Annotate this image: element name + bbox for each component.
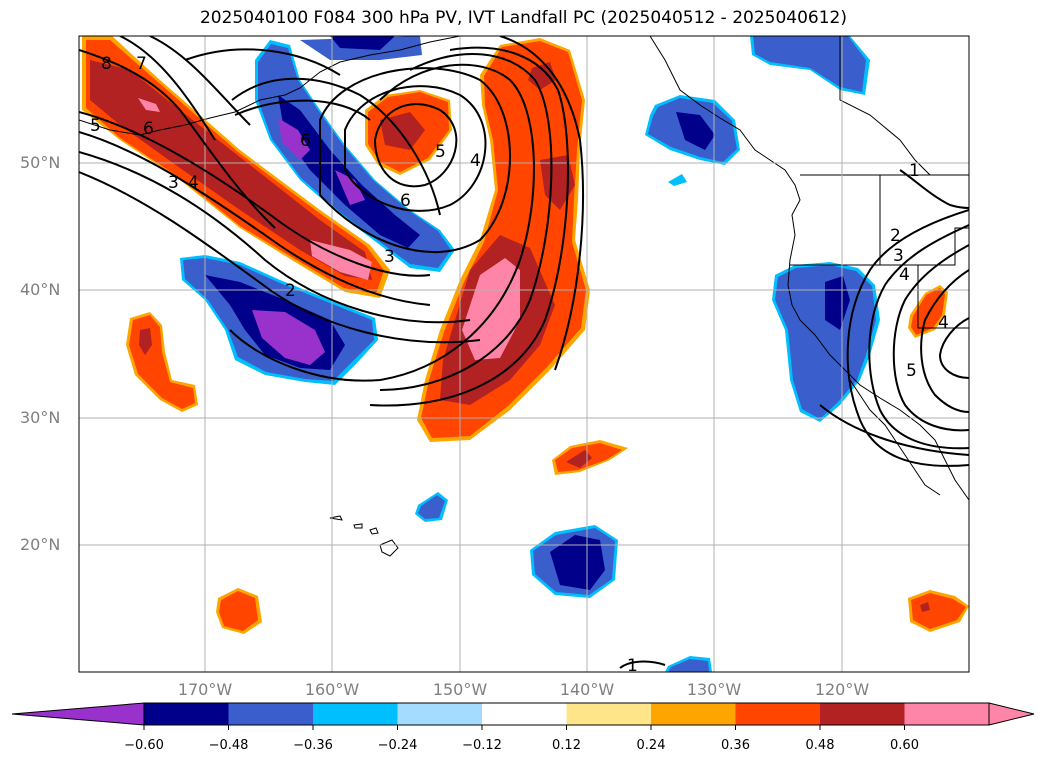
- colorbar-right-extension: [989, 703, 1034, 725]
- map-frame: [78, 35, 970, 673]
- colorbar-tick-label: −0.36: [293, 738, 333, 753]
- contour-label: 4: [188, 173, 199, 193]
- colorbar-tick-label: 0.60: [890, 738, 919, 753]
- contour-label: 5: [435, 142, 446, 162]
- colorbar-tick-label: 0.36: [721, 738, 750, 753]
- colorbar-tick-label: −0.60: [124, 738, 164, 753]
- contour-label: 2: [285, 281, 296, 301]
- lon-label-140w: 140°W: [559, 680, 615, 699]
- colorbar-bin: [820, 703, 905, 725]
- contour-label: 5: [906, 361, 917, 381]
- contour-label: 3: [893, 246, 904, 266]
- colorbar-bin: [735, 703, 820, 725]
- contour-label: 1: [909, 161, 920, 181]
- contour-label: 6: [400, 191, 411, 211]
- colorbar: [11, 702, 1035, 730]
- lat-label-40n: 40°N: [20, 280, 61, 299]
- colorbar-tick-label: 0.24: [636, 738, 666, 753]
- colorbar-tick-label: −0.12: [462, 738, 502, 753]
- colorbar-bin: [651, 703, 736, 725]
- colorbar-tick-label: 0.48: [805, 738, 835, 753]
- colorbar-bin: [482, 703, 567, 725]
- positive-anomaly-shading: [82, 36, 969, 634]
- contour-label: 4: [899, 265, 910, 285]
- contour-label: 3: [168, 173, 179, 193]
- colorbar-bin: [313, 703, 398, 725]
- colorbar-tick-label: −0.48: [208, 738, 249, 753]
- contour-label: 5: [90, 116, 101, 136]
- contour-label: 3: [384, 247, 395, 267]
- contour-label: 7: [136, 54, 147, 74]
- colorbar-bin: [228, 703, 313, 725]
- lon-label-130w: 130°W: [686, 680, 742, 699]
- contour-label: 6: [143, 119, 154, 139]
- lon-label-160w: 160°W: [304, 680, 360, 699]
- colorbar-bin: [397, 703, 482, 725]
- colorbar-tick-label: −0.24: [377, 738, 418, 753]
- map-title: 2025040100 F084 300 hPa PV, IVT Landfall…: [199, 8, 847, 28]
- contour-label: 4: [938, 313, 949, 333]
- lon-label-170w: 170°W: [177, 680, 233, 699]
- lat-label-20n: 20°N: [20, 535, 61, 554]
- contour-label: 1: [627, 656, 638, 676]
- lat-label-30n: 30°N: [20, 408, 61, 427]
- contour-label: 4: [470, 151, 481, 171]
- colorbar-bin: [144, 703, 229, 725]
- colorbar-tick-label: 0.12: [552, 738, 581, 753]
- contour-label: 8: [101, 54, 112, 74]
- contour-label: 6: [300, 131, 311, 151]
- ivt-contours: [79, 36, 969, 669]
- contour-labels: 8 7 5 6 3 4 6 5 4 6 3 2 2 3 4 4 5 1 1: [90, 54, 949, 676]
- colorbar-bin: [904, 703, 989, 725]
- colorbar-left-extension: [11, 702, 145, 726]
- colorbar-bin: [566, 703, 651, 725]
- gridlines: [79, 36, 969, 672]
- lat-label-50n: 50°N: [20, 153, 61, 172]
- lon-label-150w: 150°W: [432, 680, 488, 699]
- lon-label-120w: 120°W: [814, 680, 870, 699]
- contour-label: 2: [890, 226, 901, 246]
